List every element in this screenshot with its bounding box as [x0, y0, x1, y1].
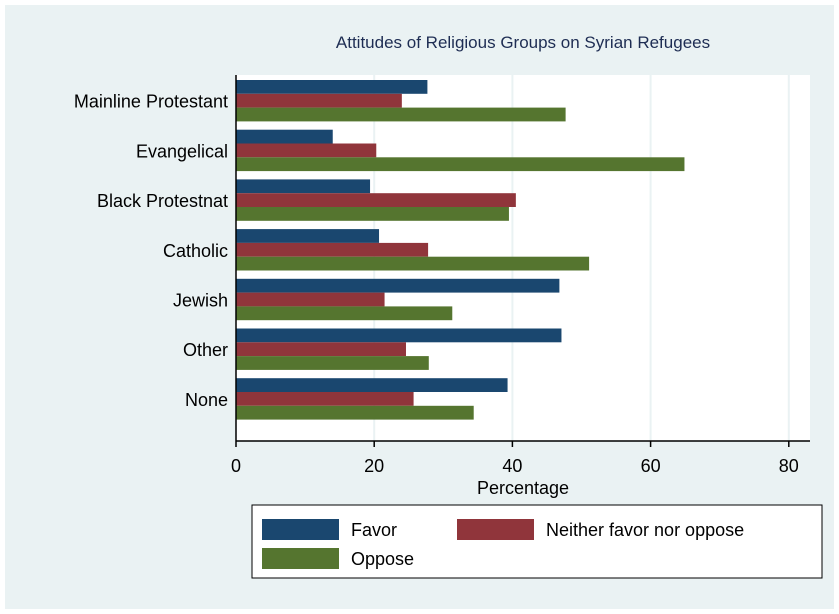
legend-label: Oppose: [351, 549, 414, 569]
chart-title: Attitudes of Religious Groups on Syrian …: [336, 33, 710, 52]
x-tick-label: 0: [231, 456, 241, 476]
bar-neither-favor-nor-oppose: [236, 342, 406, 357]
x-axis-label: Percentage: [477, 478, 569, 498]
category-label: Black Protestnat: [97, 191, 228, 211]
bar-favor: [236, 229, 380, 243]
bar-neither-favor-nor-oppose: [236, 242, 429, 257]
bar-neither-favor-nor-oppose: [236, 392, 414, 406]
bar-oppose: [236, 405, 474, 420]
x-tick-label: 80: [779, 456, 799, 476]
legend-swatch: [262, 548, 339, 569]
bar-oppose: [236, 356, 429, 370]
bar-oppose: [236, 107, 566, 122]
bar-oppose: [236, 207, 509, 221]
category-label: Other: [183, 340, 228, 360]
bar-neither-favor-nor-oppose: [236, 292, 385, 307]
bar-oppose: [236, 306, 453, 321]
category-label: Catholic: [163, 241, 228, 261]
bar-favor: [236, 378, 508, 392]
legend-swatch: [262, 519, 339, 540]
category-label: Evangelical: [136, 141, 228, 161]
category-label: Mainline Protestant: [74, 92, 228, 112]
category-label: Jewish: [173, 291, 228, 311]
legend-swatch: [457, 519, 534, 540]
bar-oppose: [236, 256, 590, 271]
bar-neither-favor-nor-oppose: [236, 143, 377, 158]
bar-neither-favor-nor-oppose: [236, 193, 516, 207]
bar-neither-favor-nor-oppose: [236, 93, 402, 108]
x-tick-label: 20: [364, 456, 384, 476]
bar-favor: [236, 129, 333, 144]
bar-favor: [236, 278, 560, 293]
category-label: None: [185, 390, 228, 410]
bar-oppose: [236, 157, 685, 172]
legend: [251, 504, 823, 579]
legend-label: Favor: [351, 520, 397, 540]
bar-favor: [236, 179, 371, 194]
x-tick-label: 40: [502, 456, 522, 476]
x-tick-label: 60: [641, 456, 661, 476]
legend-label: Neither favor nor oppose: [546, 520, 744, 540]
bar-favor: [236, 80, 428, 94]
bar-favor: [236, 328, 562, 343]
